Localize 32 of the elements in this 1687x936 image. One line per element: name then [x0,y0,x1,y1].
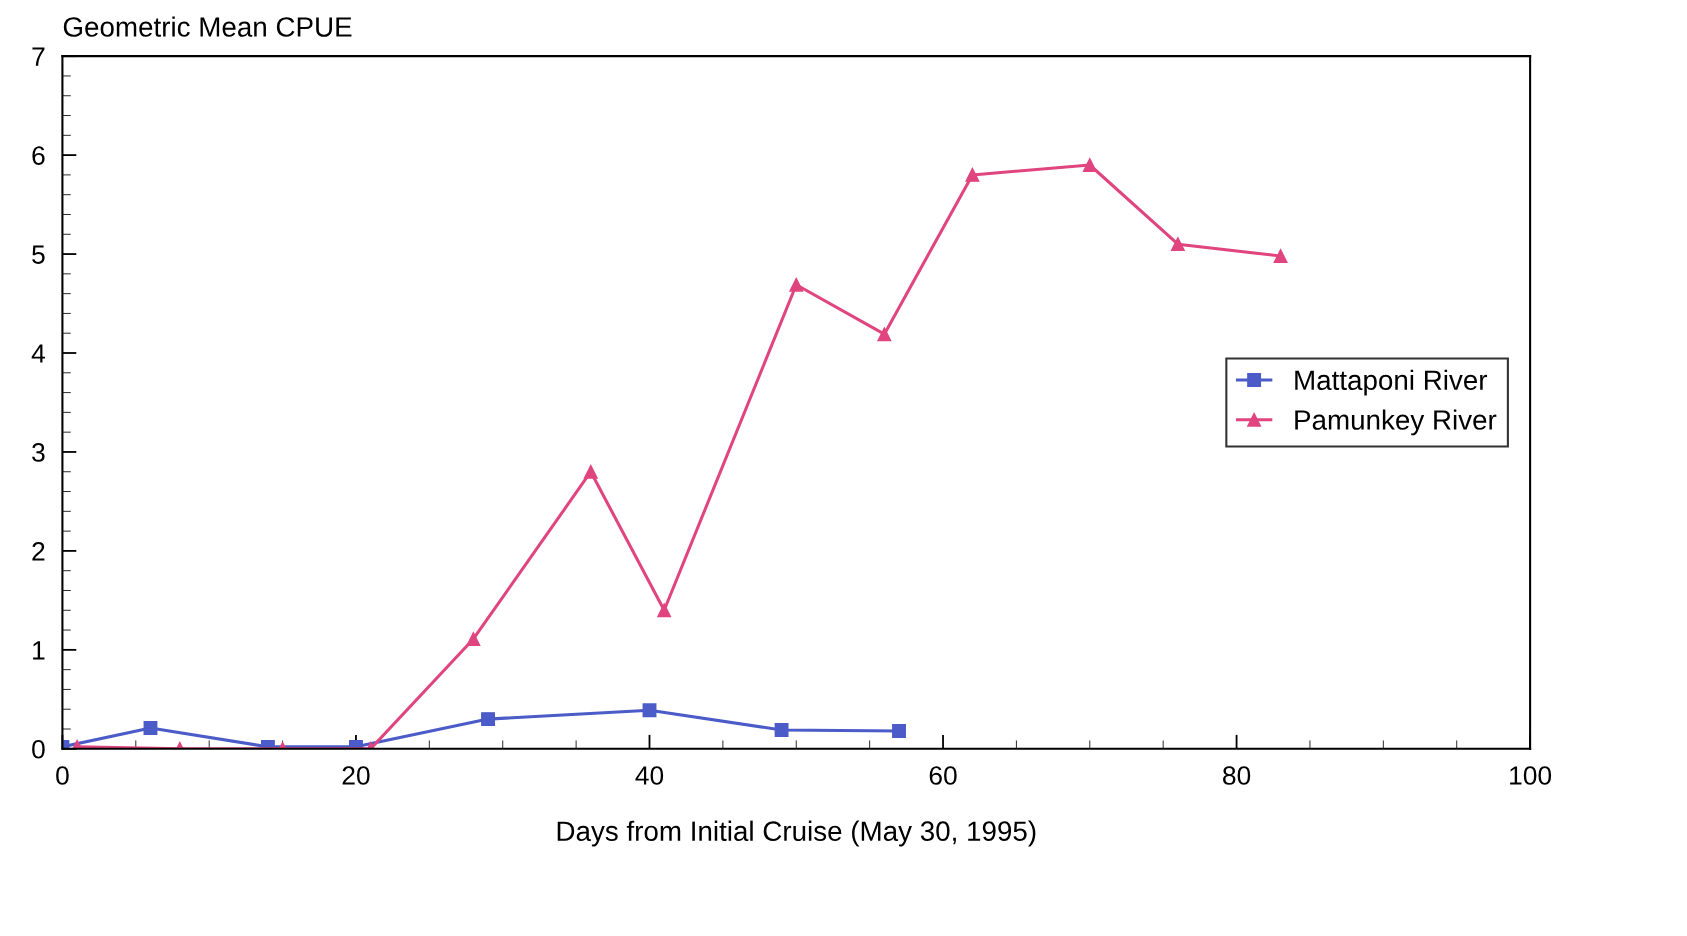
point [877,327,892,342]
x-tick-label: 20 [342,766,370,785]
y-tick-label: 3 [32,443,45,462]
x-tick-label: 80 [1223,766,1251,785]
legend-label: Mattaponi River [1295,369,1488,396]
x-tick-label: 60 [929,766,957,785]
point [892,724,906,738]
point [774,723,789,737]
y-axis-title: Geometric Mean CPUE [63,16,352,37]
point [466,632,481,646]
y-tick-label: 0 [32,739,45,759]
y-tick-label: 6 [32,146,45,165]
point [1082,158,1097,172]
x-axis-title: Days from Initial Cruise (May 30, 1995) [557,820,1036,847]
point [642,703,657,718]
point [583,464,598,479]
point [789,277,804,292]
point [1170,237,1185,252]
y-tick-label: 2 [32,542,45,561]
point [481,712,495,727]
x-tick-label: 40 [635,766,664,785]
x-tick-label: 0 [56,766,69,785]
y-tick-label: 5 [32,245,45,264]
y-tick-label: 7 [32,47,45,66]
legend-label: Pamunkey River [1295,409,1497,436]
point [657,603,672,618]
y-tick-label: 4 [31,344,45,363]
point [143,721,158,735]
x-tick-label: 100 [1510,766,1552,785]
y-tick-label: 1 [33,641,45,660]
point [965,167,980,182]
point [1273,249,1288,263]
